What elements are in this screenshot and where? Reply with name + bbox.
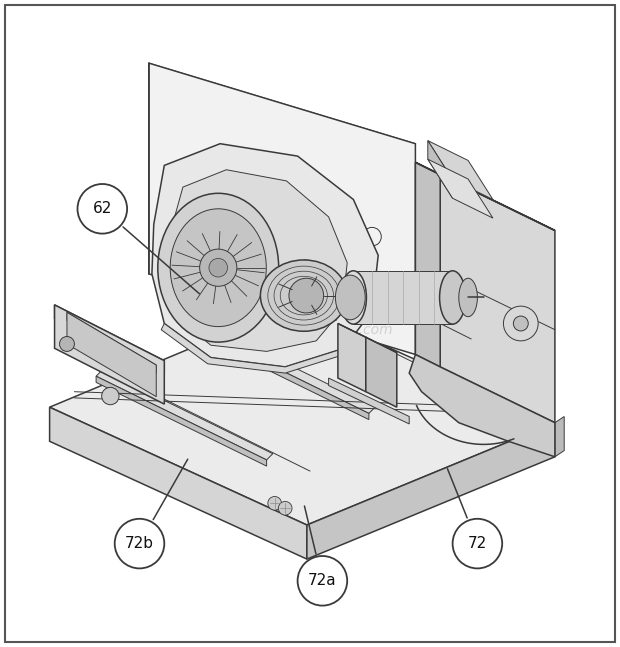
Circle shape xyxy=(60,336,74,351)
Polygon shape xyxy=(198,324,375,413)
Circle shape xyxy=(363,227,381,246)
Polygon shape xyxy=(440,175,555,422)
Circle shape xyxy=(278,501,292,515)
Polygon shape xyxy=(50,305,555,525)
Circle shape xyxy=(513,316,528,331)
Polygon shape xyxy=(415,162,440,367)
Circle shape xyxy=(102,388,119,405)
Circle shape xyxy=(503,306,538,341)
Polygon shape xyxy=(96,370,273,460)
Polygon shape xyxy=(428,140,453,198)
Polygon shape xyxy=(338,324,397,353)
Circle shape xyxy=(209,258,228,277)
Ellipse shape xyxy=(260,260,347,331)
Circle shape xyxy=(305,182,315,192)
Polygon shape xyxy=(149,63,415,355)
Circle shape xyxy=(200,249,237,287)
Circle shape xyxy=(268,496,281,510)
Circle shape xyxy=(115,519,164,569)
Polygon shape xyxy=(307,422,555,559)
Polygon shape xyxy=(67,313,156,397)
Polygon shape xyxy=(169,170,347,351)
Ellipse shape xyxy=(340,271,366,324)
Circle shape xyxy=(305,201,315,211)
Polygon shape xyxy=(409,355,555,457)
Polygon shape xyxy=(353,271,453,324)
Polygon shape xyxy=(55,305,164,375)
Ellipse shape xyxy=(335,275,365,320)
Polygon shape xyxy=(415,162,555,230)
Polygon shape xyxy=(50,407,307,559)
Polygon shape xyxy=(96,376,267,466)
Polygon shape xyxy=(329,378,409,424)
Polygon shape xyxy=(152,144,378,367)
Text: 62: 62 xyxy=(92,201,112,216)
Ellipse shape xyxy=(170,209,266,327)
Ellipse shape xyxy=(440,271,466,324)
Polygon shape xyxy=(67,313,156,373)
Circle shape xyxy=(78,184,127,234)
Polygon shape xyxy=(338,324,366,391)
Text: 72a: 72a xyxy=(308,573,337,588)
Circle shape xyxy=(289,278,324,313)
Polygon shape xyxy=(366,337,397,407)
Circle shape xyxy=(298,556,347,606)
Polygon shape xyxy=(428,140,493,199)
Polygon shape xyxy=(161,324,344,373)
Ellipse shape xyxy=(459,278,477,316)
Text: 72b: 72b xyxy=(125,536,154,551)
Polygon shape xyxy=(149,63,415,162)
Polygon shape xyxy=(55,305,164,404)
Polygon shape xyxy=(198,330,369,420)
Ellipse shape xyxy=(157,193,279,342)
Text: 72: 72 xyxy=(467,536,487,551)
Text: ereplacementParts.com: ereplacementParts.com xyxy=(227,323,393,336)
Polygon shape xyxy=(428,159,493,218)
Polygon shape xyxy=(555,417,564,457)
Circle shape xyxy=(453,519,502,569)
